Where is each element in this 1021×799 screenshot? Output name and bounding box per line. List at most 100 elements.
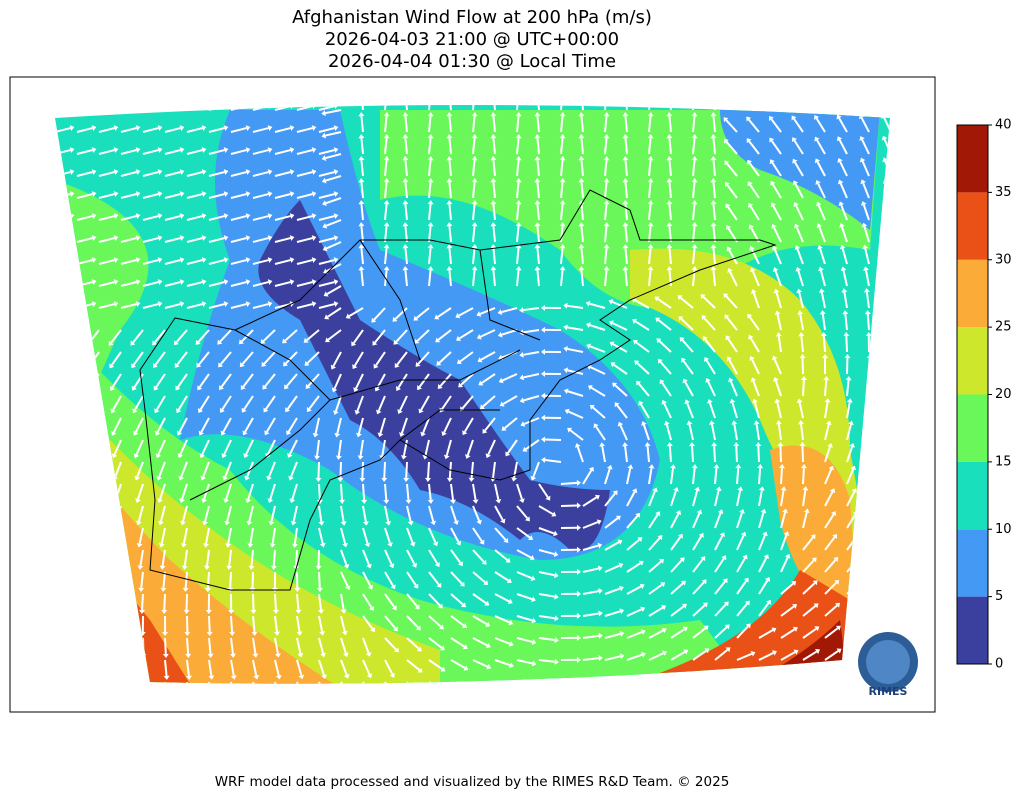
wind-arrowhead (603, 156, 610, 161)
wind-arrowhead (384, 90, 390, 94)
wind-arrow (318, 615, 324, 632)
wind-arrow (844, 313, 848, 331)
wind-arrowhead (576, 590, 581, 597)
wind-arrowhead (860, 179, 866, 185)
wind-arrow (824, 379, 828, 397)
wind-arrow (72, 527, 78, 544)
wind-arrow (406, 505, 412, 522)
wind-arrowhead (321, 132, 327, 139)
wind-arrow (712, 159, 716, 177)
wind-arrow (183, 549, 188, 566)
wind-arrowhead (157, 105, 163, 109)
wind-arrowhead (472, 90, 478, 94)
wind-arrowhead (495, 499, 502, 504)
wind-arrowhead (179, 301, 185, 307)
wind-arrowhead (847, 420, 854, 426)
wind-arrowhead (757, 464, 764, 469)
wind-arrow (727, 338, 738, 353)
wind-arrowhead (366, 673, 373, 679)
wind-arrow (274, 615, 278, 633)
wind-arrow (318, 505, 323, 522)
wind-arrow (729, 271, 738, 287)
wind-arrow (98, 237, 115, 243)
wind-arrow (516, 637, 533, 643)
wind-arrowhead (305, 383, 311, 389)
wind-arrowhead (90, 475, 97, 481)
wind-arrowhead (873, 488, 879, 494)
wind-arrowhead (87, 363, 93, 369)
wind-arrowhead (390, 584, 396, 590)
wind-arrow (74, 593, 78, 611)
wind-arrowhead (117, 631, 124, 636)
wind-arrow (861, 139, 870, 155)
wind-arrowhead (391, 605, 397, 611)
wind-arrow (688, 424, 694, 441)
wind-arrow (186, 171, 203, 177)
wind-arrow (523, 417, 540, 425)
wind-arrow (182, 527, 188, 544)
wind-arrowhead (95, 653, 102, 658)
wind-arrowhead (342, 542, 348, 548)
wind-arrow (55, 527, 56, 544)
wind-arrow (55, 105, 71, 111)
wind-arrow (252, 171, 269, 177)
wind-arrowhead (89, 430, 95, 436)
wind-arrowhead (710, 112, 717, 117)
wind-arrowhead (735, 464, 742, 469)
wind-arrow (891, 425, 895, 440)
wind-arrow (120, 193, 137, 199)
wind-arrowhead (219, 407, 225, 413)
wind-arrowhead (878, 601, 884, 607)
wind-arrowhead (413, 583, 419, 589)
colorbar-segment (957, 596, 988, 664)
wind-arrow (516, 247, 520, 265)
wind-arrowhead (286, 430, 292, 436)
wind-arrow (800, 423, 804, 441)
wind-arrowhead (520, 421, 526, 427)
wind-arrow (714, 676, 731, 683)
wind-arrowhead (68, 475, 75, 481)
wind-arrow (692, 581, 705, 595)
wind-arrowhead (508, 619, 514, 626)
wind-arrow (360, 247, 364, 265)
wind-arrow (142, 659, 146, 677)
wind-arrowhead (315, 477, 322, 482)
wind-arrowhead (622, 442, 629, 447)
wind-arrow (98, 681, 102, 684)
wind-arrow (780, 628, 796, 639)
wind-arrowhead (541, 392, 546, 399)
wind-arrow (886, 226, 890, 243)
wind-arrow (841, 248, 848, 265)
wind-arrowhead (340, 609, 347, 614)
wind-arrow (295, 549, 298, 567)
wind-arrow (404, 269, 408, 287)
wind-arrow (773, 248, 782, 265)
wind-arrow (459, 351, 474, 363)
wind-arrowhead (530, 475, 537, 481)
wind-arrow (448, 181, 452, 199)
wind-arrowhead (266, 475, 272, 481)
wind-arrowhead (245, 191, 251, 197)
wind-arrow (774, 380, 782, 397)
wind-arrowhead (534, 266, 541, 271)
wind-arrow (284, 329, 298, 342)
wind-arrow (230, 259, 247, 265)
wind-arrow (684, 381, 694, 397)
wind-arrowhead (402, 90, 408, 94)
wind-arrowhead (201, 279, 207, 285)
wind-arrow (139, 549, 144, 566)
wind-arrowhead (391, 694, 396, 699)
wind-arrowhead (792, 604, 798, 609)
wind-arrowhead (374, 386, 380, 392)
logo-inner (866, 640, 910, 684)
wind-arrow (355, 373, 364, 389)
wind-arrow (839, 161, 848, 177)
colorbar-tick-label: 15 (995, 454, 1012, 469)
wind-arrowhead (427, 134, 434, 139)
wind-arrowhead (115, 565, 122, 570)
wind-arrowhead (135, 279, 141, 285)
wind-arrowhead (772, 267, 779, 272)
wind-arrowhead (458, 561, 463, 567)
wind-arrowhead (634, 360, 640, 366)
wind-arrowhead (850, 465, 856, 471)
